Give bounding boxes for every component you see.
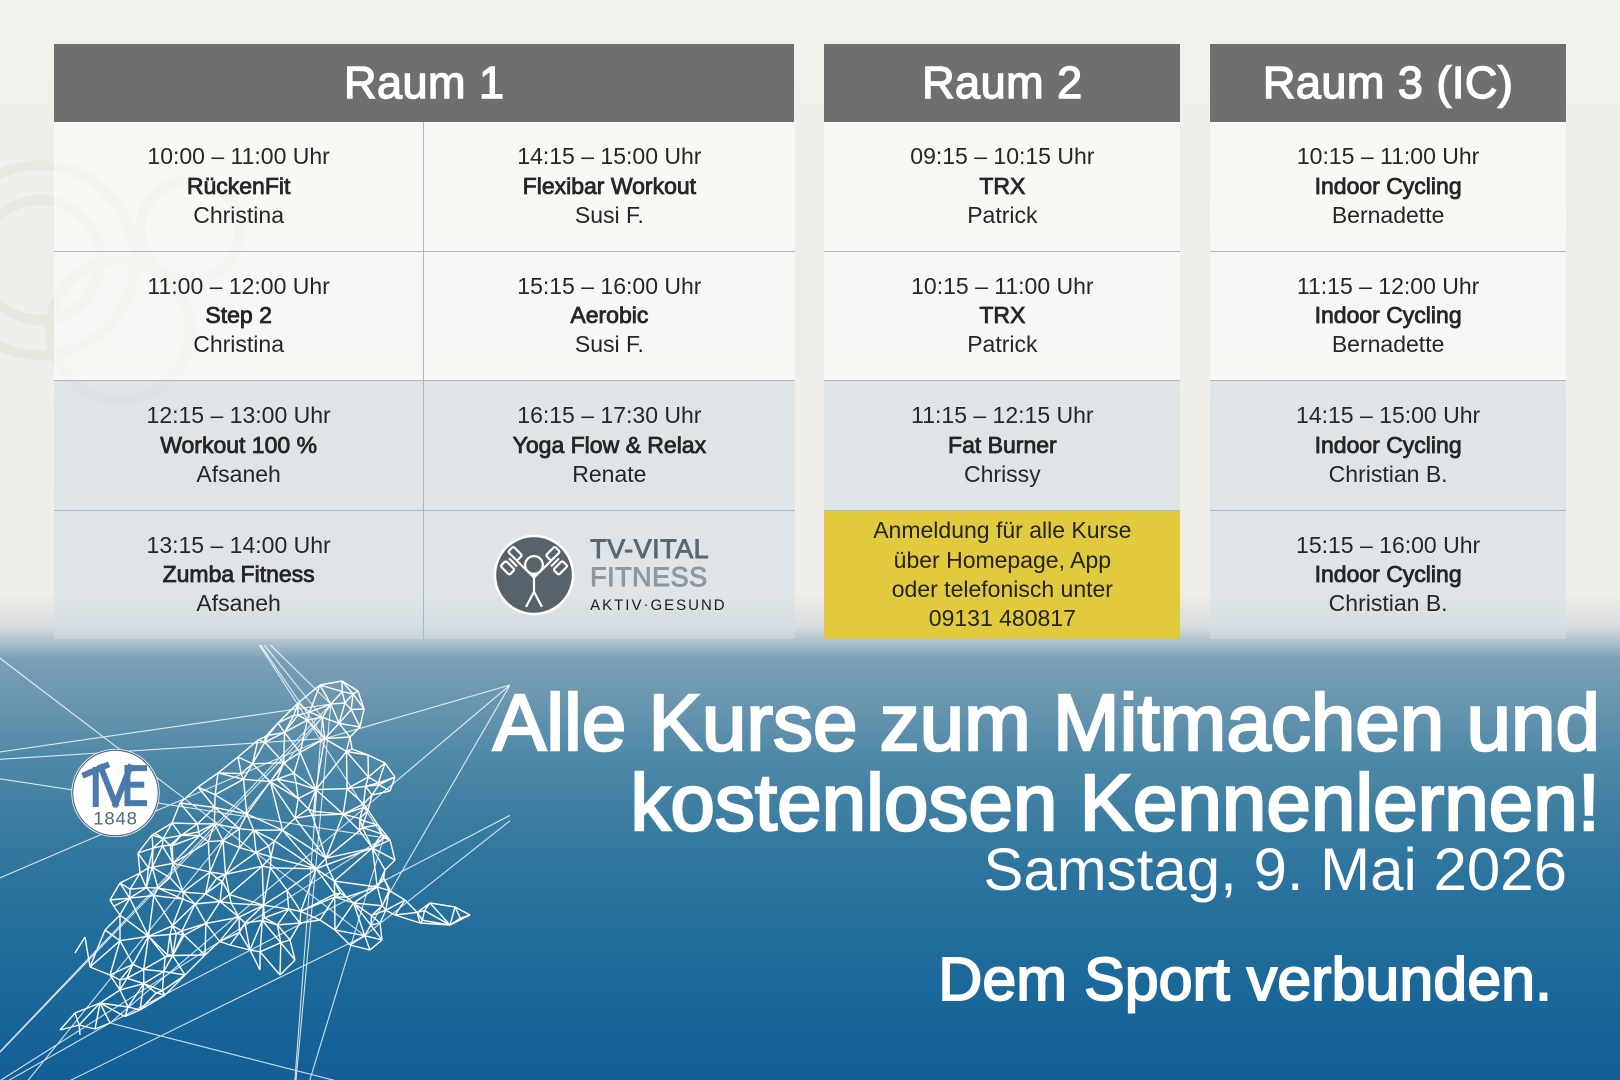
svg-text:1848: 1848 [93, 807, 138, 828]
